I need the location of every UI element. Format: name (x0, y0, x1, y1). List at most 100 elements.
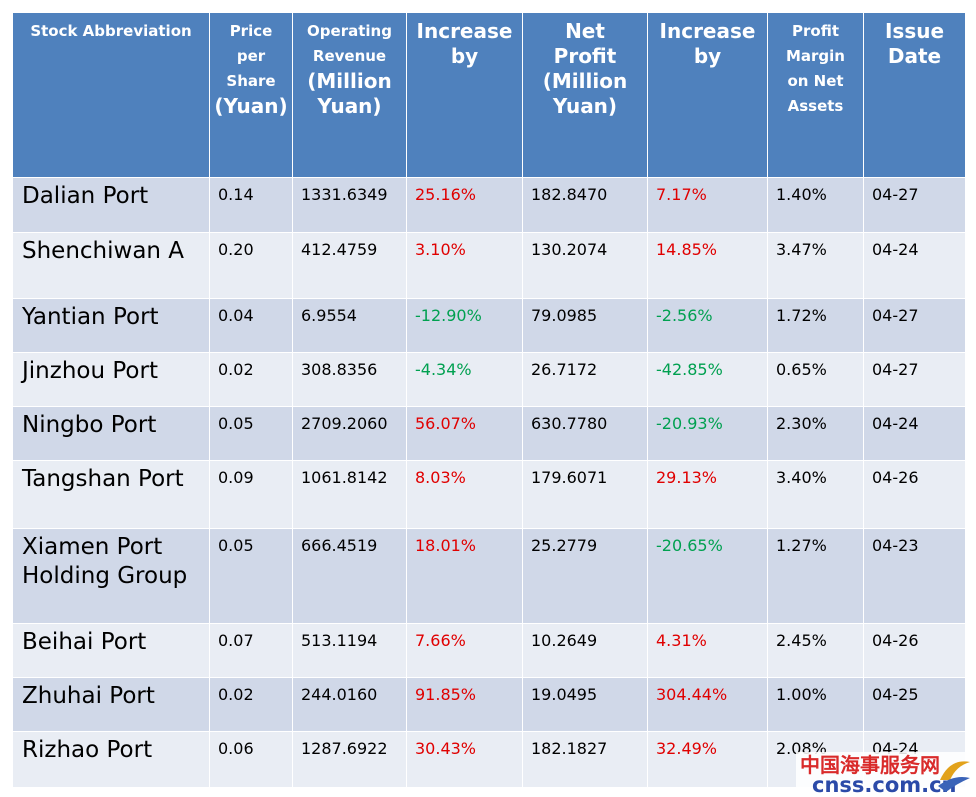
cell-net-profit: 25.2779 (522, 528, 648, 624)
header-line: Margin (785, 47, 845, 65)
cell-price: 0.20 (209, 232, 293, 299)
table-row: Yantian Port 0.04 6.9554 -12.90% 79.0985 -2.5… (12, 298, 966, 353)
cell-np-increase: -2.56% (647, 298, 768, 353)
cell-rev-increase: -4.34% (406, 352, 523, 407)
cell-net-profit: 179.6071 (522, 460, 648, 529)
header-line: (Yuan) (214, 94, 288, 118)
port-earnings-table: Stock Abbreviation Price per Share (Yuan) O… (12, 12, 966, 788)
cell-rev-increase: 56.07% (406, 406, 523, 461)
cell-net-profit: 182.1827 (522, 731, 648, 788)
cell-name: Beihai Port (12, 623, 210, 678)
cell-rev-increase: 30.43% (406, 731, 523, 788)
cell-date: 04-24 (863, 406, 966, 461)
header-line: Yuan) (552, 94, 618, 118)
header-line: Yuan) (317, 94, 382, 118)
cell-np-increase: 32.49% (647, 731, 768, 788)
cell-revenue: 2709.2060 (292, 406, 407, 461)
header-line: Profit (553, 44, 617, 68)
cell-name: Xiamen Port Holding Group (12, 528, 210, 624)
header-profit-increase: Increase by (647, 12, 768, 178)
cell-revenue: 1287.6922 (292, 731, 407, 788)
cell-revenue: 244.0160 (292, 677, 407, 732)
cell-revenue: 308.8356 (292, 352, 407, 407)
cell-name: Zhuhai Port (12, 677, 210, 732)
header-line: Stock Abbreviation (30, 22, 192, 40)
cell-price: 0.06 (209, 731, 293, 788)
table-row: Jinzhou Port 0.02 308.8356 -4.34% 26.7172 -42… (12, 352, 966, 407)
cell-date: 04-27 (863, 177, 966, 233)
table-row: Tangshan Port 0.09 1061.8142 8.03% 179.6071 2… (12, 460, 966, 529)
table-row: Xiamen Port Holding Group 0.05 666.4519 18.… (12, 528, 966, 624)
cell-margin: 0.65% (767, 352, 864, 407)
cell-np-increase: 4.31% (647, 623, 768, 678)
table-row: Rizhao Port 0.06 1287.6922 30.43% 182.1827 32… (12, 731, 966, 788)
header-price-per-share: Price per Share (Yuan) (209, 12, 293, 178)
header-line: Net (565, 19, 605, 43)
header-line: by (693, 44, 722, 68)
table-row: Ningbo Port 0.05 2709.2060 56.07% 630.7780 -2… (12, 406, 966, 461)
cell-price: 0.14 (209, 177, 293, 233)
cell-price: 0.05 (209, 528, 293, 624)
cell-date: 04-26 (863, 623, 966, 678)
cell-name: Yantian Port (12, 298, 210, 353)
cell-price: 0.07 (209, 623, 293, 678)
cell-rev-increase: 18.01% (406, 528, 523, 624)
cell-margin: 3.47% (767, 232, 864, 299)
cell-rev-increase: 3.10% (406, 232, 523, 299)
cell-np-increase: 14.85% (647, 232, 768, 299)
cell-margin: 2.30% (767, 406, 864, 461)
cell-margin: 1.27% (767, 528, 864, 624)
cell-price: 0.02 (209, 677, 293, 732)
header-line: Revenue (312, 47, 387, 65)
cell-name: Tangshan Port (12, 460, 210, 529)
header-revenue-increase: Increase by (406, 12, 523, 178)
header-line: Profit (792, 22, 839, 40)
table-row: Dalian Port 0.14 1331.6349 25.16% 182.8470 7.… (12, 177, 966, 233)
header-line: Assets (787, 97, 844, 115)
cell-np-increase: -20.93% (647, 406, 768, 461)
cell-revenue: 1061.8142 (292, 460, 407, 529)
cell-revenue: 513.1194 (292, 623, 407, 678)
cell-name: Shenchiwan A (12, 232, 210, 299)
cell-price: 0.05 (209, 406, 293, 461)
header-line: Date (887, 44, 942, 68)
header-profit-margin: Profit Margin on Net Assets (767, 12, 864, 178)
header-line: on Net (787, 72, 844, 90)
watermark: 中国海事服务网 cnss.com.cn (796, 752, 976, 797)
cell-np-increase: 29.13% (647, 460, 768, 529)
cell-margin: 1.40% (767, 177, 864, 233)
cell-price: 0.04 (209, 298, 293, 353)
header-stock-abbreviation: Stock Abbreviation (12, 12, 210, 178)
cell-np-increase: -42.85% (647, 352, 768, 407)
header-row: Stock Abbreviation Price per Share (Yuan) O… (12, 12, 966, 178)
cell-margin: 1.00% (767, 677, 864, 732)
cell-np-increase: 304.44% (647, 677, 768, 732)
cell-np-increase: 7.17% (647, 177, 768, 233)
header-net-profit: Net Profit (Million Yuan) (522, 12, 648, 178)
cell-date: 04-26 (863, 460, 966, 529)
cell-rev-increase: 8.03% (406, 460, 523, 529)
header-line: by (450, 44, 479, 68)
header-line: Price (229, 22, 273, 40)
header-line: Share (226, 72, 276, 90)
cell-net-profit: 26.7172 (522, 352, 648, 407)
header-line: (Million (542, 69, 628, 93)
header-line: Operating (307, 22, 392, 40)
cell-name: Dalian Port (12, 177, 210, 233)
cell-date: 04-23 (863, 528, 966, 624)
cell-rev-increase: 91.85% (406, 677, 523, 732)
cell-price: 0.02 (209, 352, 293, 407)
cell-net-profit: 182.8470 (522, 177, 648, 233)
header-operating-revenue: Operating Revenue (Million Yuan) (292, 12, 407, 178)
cell-net-profit: 19.0495 (522, 677, 648, 732)
cell-revenue: 666.4519 (292, 528, 407, 624)
watermark-logo-icon (938, 761, 970, 792)
table-row: Zhuhai Port 0.02 244.0160 91.85% 19.0495 304.… (12, 677, 966, 732)
cell-date: 04-27 (863, 298, 966, 353)
header-line: per (236, 47, 266, 65)
cell-revenue: 6.9554 (292, 298, 407, 353)
cell-name: Rizhao Port (12, 731, 210, 788)
cell-name: Ningbo Port (12, 406, 210, 461)
cell-rev-increase: -12.90% (406, 298, 523, 353)
header-line: Issue (884, 19, 945, 43)
